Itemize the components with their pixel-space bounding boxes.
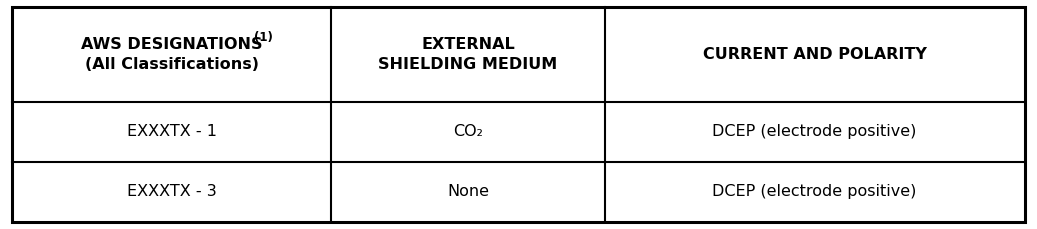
- Text: AWS DESIGNATIONS
(All Classifications): AWS DESIGNATIONS (All Classifications): [81, 37, 262, 72]
- Text: EXTERNAL
SHIELDING MEDIUM: EXTERNAL SHIELDING MEDIUM: [379, 37, 558, 72]
- Text: EXXXTX - 1: EXXXTX - 1: [127, 124, 217, 139]
- Text: DCEP (electrode positive): DCEP (electrode positive): [712, 185, 917, 199]
- Text: EXXXTX - 3: EXXXTX - 3: [127, 185, 217, 199]
- Text: CURRENT AND POLARITY: CURRENT AND POLARITY: [703, 47, 926, 62]
- Text: (1): (1): [254, 31, 273, 44]
- Text: DCEP (electrode positive): DCEP (electrode positive): [712, 124, 917, 139]
- Text: CO₂: CO₂: [453, 124, 483, 139]
- Text: None: None: [447, 185, 488, 199]
